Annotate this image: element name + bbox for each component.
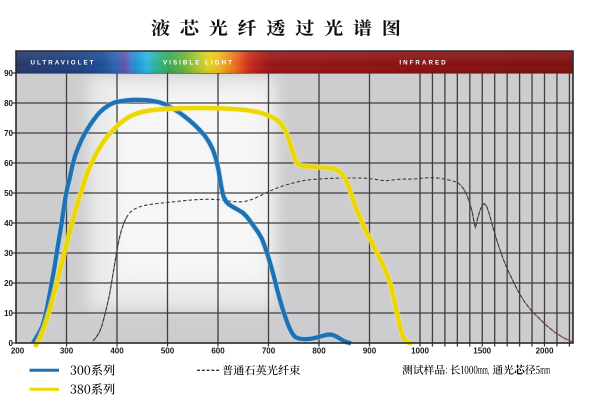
svg-text:20: 20 bbox=[4, 279, 13, 288]
svg-text:VISIBLE LIGHT: VISIBLE LIGHT bbox=[163, 59, 234, 66]
svg-text:800: 800 bbox=[312, 347, 326, 356]
svg-text:500: 500 bbox=[161, 347, 175, 356]
svg-text:2000: 2000 bbox=[536, 347, 554, 356]
svg-text:80: 80 bbox=[4, 99, 13, 108]
svg-text:60: 60 bbox=[4, 159, 13, 168]
svg-text:400: 400 bbox=[110, 347, 124, 356]
svg-text:10: 10 bbox=[4, 309, 13, 318]
svg-text:90: 90 bbox=[4, 69, 13, 78]
svg-text:200: 200 bbox=[11, 347, 25, 356]
svg-text:40: 40 bbox=[4, 219, 13, 228]
svg-text:900: 900 bbox=[363, 347, 377, 356]
svg-text:600: 600 bbox=[211, 347, 225, 356]
svg-text:1000: 1000 bbox=[411, 347, 429, 356]
svg-text:300: 300 bbox=[60, 347, 74, 356]
svg-text:0: 0 bbox=[9, 339, 14, 348]
svg-text:30: 30 bbox=[4, 249, 13, 258]
svg-text:700: 700 bbox=[262, 347, 276, 356]
svg-text:50: 50 bbox=[4, 189, 13, 198]
svg-text:ULTRAVIOLET: ULTRAVIOLET bbox=[31, 59, 96, 66]
svg-text:70: 70 bbox=[4, 129, 13, 138]
svg-text:1500: 1500 bbox=[473, 347, 491, 356]
svg-text:INFRARED: INFRARED bbox=[399, 59, 447, 66]
